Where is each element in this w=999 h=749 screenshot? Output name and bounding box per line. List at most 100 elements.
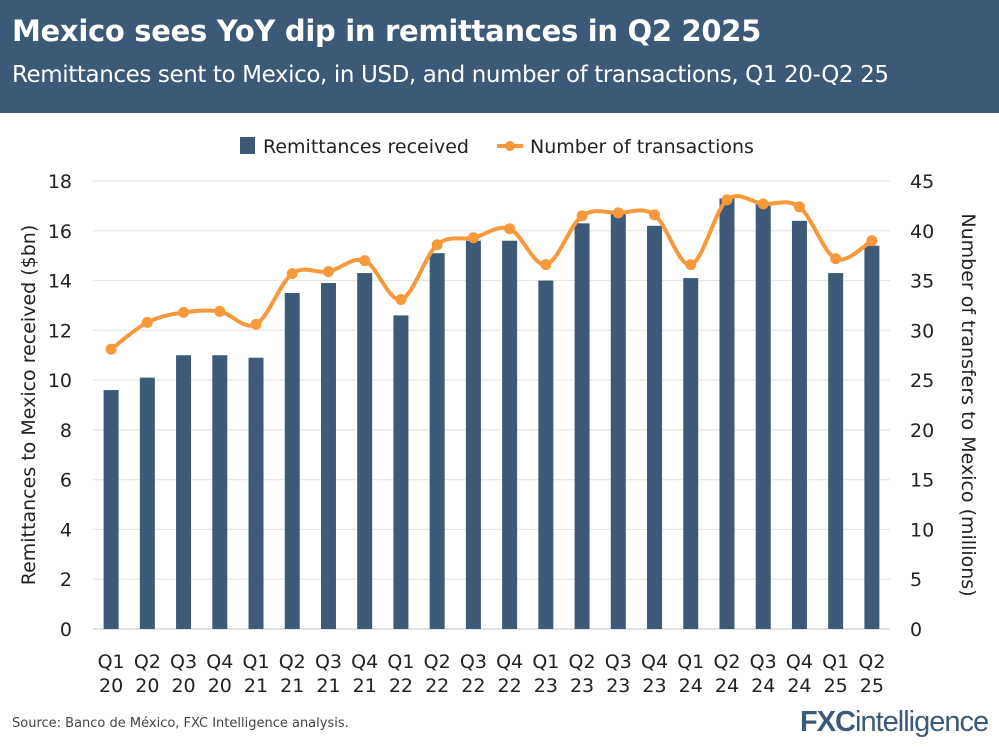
bar-q4-23: [647, 225, 663, 630]
x-tick-label: 24: [751, 675, 775, 697]
x-tick-label: Q1: [822, 651, 849, 673]
bar-q1-20: [103, 390, 119, 629]
transactions-point-q2-22: [431, 239, 443, 251]
x-tick-label: Q2: [858, 651, 885, 673]
y2-tick-label: 30: [910, 320, 934, 342]
fxc-logo: FXCintelligence: [800, 706, 989, 738]
transactions-point-q3-21: [322, 266, 334, 278]
x-tick-label: 23: [642, 675, 666, 697]
x-tick-label: Q4: [351, 651, 378, 673]
x-tick-label: 20: [171, 675, 195, 697]
y2-tick-label: 25: [910, 370, 934, 392]
transactions-point-q1-20: [105, 343, 117, 355]
bar-q2-24: [719, 198, 735, 629]
y-tick-label: 4: [60, 519, 72, 541]
y2-tick-label: 0: [910, 619, 922, 641]
transactions-point-q3-20: [178, 306, 190, 318]
x-tick-label: Q2: [279, 651, 306, 673]
legend-label-transactions: Number of transactions: [530, 136, 754, 158]
x-tick-label: 23: [570, 675, 594, 697]
x-tick-label: 20: [135, 675, 159, 697]
y-tick-label: 6: [60, 470, 72, 492]
y2-tick-label: 10: [910, 519, 934, 541]
bar-q4-24: [791, 220, 807, 630]
x-tick-label: 22: [425, 675, 449, 697]
y-tick-label: 16: [48, 221, 72, 243]
transactions-point-q4-21: [359, 255, 371, 267]
bar-q1-23: [538, 280, 554, 629]
x-tick-label: Q1: [532, 651, 559, 673]
transactions-point-q1-21: [250, 318, 262, 330]
x-tick-label: 22: [461, 675, 485, 697]
bar-q1-24: [683, 278, 699, 629]
transactions-point-q2-24: [721, 194, 733, 206]
y-tick-label: 8: [60, 420, 72, 442]
x-tick-label: 20: [208, 675, 232, 697]
transactions-point-q2-25: [866, 235, 878, 247]
y2-tick-label: 35: [910, 271, 934, 293]
y2-axis-label: Number of transfers to Mexico (millions): [957, 213, 979, 596]
x-tick-label: 21: [244, 675, 268, 697]
y-tick-label: 18: [48, 171, 72, 193]
transactions-point-q3-23: [612, 207, 624, 219]
transactions-point-q4-24: [793, 201, 805, 213]
y2-tick-label: 40: [910, 221, 934, 243]
legend-label-remittances: Remittances received: [263, 136, 469, 158]
x-tick-label: 21: [280, 675, 304, 697]
x-tick-label: Q2: [569, 651, 596, 673]
x-tick-label: 21: [353, 675, 377, 697]
transactions-point-q4-23: [649, 209, 661, 221]
transactions-point-q2-20: [141, 316, 153, 328]
x-tick-label: Q3: [315, 651, 342, 673]
bar-q4-21: [357, 273, 373, 629]
transactions-point-q2-21: [286, 268, 298, 280]
x-tick-label: 25: [860, 675, 884, 697]
y2-tick-label: 45: [910, 171, 934, 193]
y2-tick-label: 5: [910, 569, 922, 591]
x-tick-label: Q1: [98, 651, 125, 673]
bar-q1-22: [393, 315, 409, 629]
legend-line-marker: [505, 141, 515, 151]
chart-title: Mexico sees YoY dip in remittances in Q2…: [12, 14, 762, 48]
y-tick-label: 14: [48, 271, 72, 293]
x-tick-label: 21: [316, 675, 340, 697]
x-tick-label: 22: [498, 675, 522, 697]
y2-tick-label: 15: [910, 470, 934, 492]
x-tick-label: Q4: [206, 651, 233, 673]
x-tick-label: Q3: [170, 651, 197, 673]
transactions-point-q1-25: [830, 253, 842, 265]
bar-q3-23: [610, 210, 626, 629]
bar-q2-22: [429, 253, 445, 629]
x-tick-label: 24: [787, 675, 811, 697]
x-tick-label: Q4: [786, 651, 813, 673]
x-tick-label: 23: [606, 675, 630, 697]
bar-q1-25: [828, 273, 844, 629]
transactions-point-q3-24: [757, 198, 769, 210]
x-tick-label: 23: [534, 675, 558, 697]
legend-bar-swatch: [240, 137, 255, 154]
x-tick-label: Q3: [750, 651, 777, 673]
x-tick-label: Q2: [713, 651, 740, 673]
transactions-line: [109, 194, 873, 351]
y-tick-label: 10: [48, 370, 72, 392]
x-tick-label: 20: [99, 675, 123, 697]
bar-q3-20: [176, 355, 192, 629]
transactions-point-q4-20: [214, 305, 226, 317]
transactions-point-q3-22: [467, 232, 479, 244]
bar-q3-22: [465, 240, 481, 629]
x-tick-label: Q3: [605, 651, 632, 673]
y-tick-label: 12: [48, 320, 72, 342]
bar-q2-23: [574, 223, 590, 630]
x-tick-label: Q4: [641, 651, 668, 673]
bar-q3-24: [755, 203, 771, 629]
x-tick-label: 24: [715, 675, 739, 697]
transactions-point-q1-23: [540, 259, 552, 271]
transactions-point-q2-23: [576, 210, 588, 222]
x-tick-label: 24: [679, 675, 703, 697]
x-tick-label: Q4: [496, 651, 523, 673]
bar-q2-25: [864, 245, 880, 629]
chart-subtitle: Remittances sent to Mexico, in USD, and …: [12, 62, 889, 88]
y2-tick-label: 20: [910, 420, 934, 442]
bar-q4-20: [212, 355, 228, 629]
